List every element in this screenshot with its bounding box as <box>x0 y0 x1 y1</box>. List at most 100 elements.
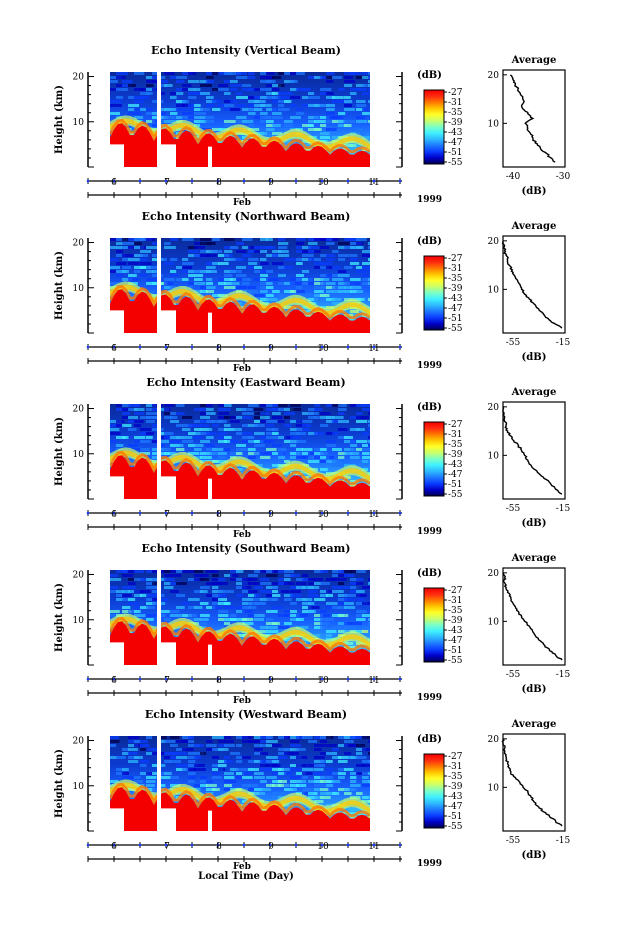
colorbar-tick: -55 <box>448 822 463 832</box>
x-tick-label: 9 <box>268 676 274 686</box>
avg-x-tick: -15 <box>556 670 571 680</box>
x-tick-label: 8 <box>216 510 222 520</box>
colorbar-tick: -35 <box>448 606 463 616</box>
panel-3: Echo Intensity (Southward Beam) 20 10 Heigh… <box>54 542 571 706</box>
avg-x-tick: -15 <box>556 504 571 514</box>
y-axis-label: Height (km) <box>54 85 65 154</box>
x-tick-label: 8 <box>216 676 222 686</box>
avg-x-label: (dB) <box>522 186 547 197</box>
avg-x-tick: -30 <box>556 172 571 182</box>
panel-2: Echo Intensity (Eastward Beam) 20 10 Height… <box>54 376 571 540</box>
colorbar-tick: -43 <box>448 294 463 304</box>
x-month-label: Feb <box>233 198 251 208</box>
colorbar-tick: -31 <box>448 430 463 440</box>
x-tick-label: 6 <box>111 510 117 520</box>
colorbar-tick: -27 <box>448 88 463 98</box>
x-tick-label: 8 <box>216 344 222 354</box>
x-month-label: Feb <box>233 364 251 374</box>
x-tick-label: 9 <box>268 510 274 520</box>
colorbar-tick: -27 <box>448 752 463 762</box>
colorbar <box>423 421 445 497</box>
x-tick-label: 11 <box>368 178 379 188</box>
y-axis-label: Height (km) <box>54 417 65 486</box>
x-tick-label: 7 <box>164 676 170 686</box>
x-tick-label: 7 <box>164 842 170 852</box>
panel-title: Echo Intensity (Eastward Beam) <box>146 376 345 389</box>
avg-frame <box>502 69 566 168</box>
x-tick-label: 6 <box>111 676 117 686</box>
x-year-label: 1999 <box>417 527 442 537</box>
colorbar-tick: -51 <box>448 148 463 158</box>
colorbar-tick: -47 <box>448 636 463 646</box>
colorbar-tick: -39 <box>448 616 463 626</box>
avg-x-label: (dB) <box>522 684 547 695</box>
x-tick-label: 6 <box>111 842 117 852</box>
colorbar-tick: -43 <box>448 128 463 138</box>
avg-y-tick: 20 <box>488 569 500 579</box>
avg-title: Average <box>511 55 557 66</box>
panel-title: Echo Intensity (Northward Beam) <box>142 210 351 223</box>
colorbar <box>423 255 445 331</box>
colorbar-tick: -51 <box>448 480 463 490</box>
x-tick-label: 9 <box>268 842 274 852</box>
avg-profile-line <box>501 738 563 827</box>
colorbar-unit: (dB) <box>417 568 442 579</box>
avg-frame <box>502 733 566 832</box>
panel-1: Echo Intensity (Northward Beam) 20 10 Heigh… <box>54 210 571 374</box>
avg-y-tick: 20 <box>488 71 500 81</box>
panel-title: Echo Intensity (Southward Beam) <box>142 542 351 555</box>
avg-y-tick: 10 <box>488 617 500 627</box>
heatmap <box>110 404 370 499</box>
avg-x-tick: -55 <box>506 504 521 514</box>
colorbar-tick: -47 <box>448 304 463 314</box>
heatmap <box>110 736 370 831</box>
x-tick-label: 10 <box>317 842 329 852</box>
avg-profile-line <box>502 406 563 495</box>
x-tick-label: 10 <box>317 344 329 354</box>
x-year-label: 1999 <box>417 361 442 371</box>
y-tick-label: 20 <box>73 73 85 83</box>
colorbar-tick: -31 <box>448 762 463 772</box>
colorbar-tick: -35 <box>448 772 463 782</box>
x-tick-label: 9 <box>268 344 274 354</box>
colorbar-tick: -31 <box>448 264 463 274</box>
x-tick-label: 10 <box>317 510 329 520</box>
colorbar-tick: -31 <box>448 98 463 108</box>
y-axis-label: Height (km) <box>54 251 65 320</box>
avg-x-tick: -55 <box>506 836 521 846</box>
colorbar-tick: -35 <box>448 108 463 118</box>
x-year-label: 1999 <box>417 195 442 205</box>
x-tick-label: 11 <box>368 842 379 852</box>
avg-y-tick: 20 <box>488 735 500 745</box>
avg-profile-line <box>509 74 556 163</box>
y-axis-label: Height (km) <box>54 583 65 652</box>
y-tick-label: 20 <box>73 239 85 249</box>
colorbar-tick: -39 <box>448 118 463 128</box>
y-tick-label: 10 <box>73 118 85 128</box>
colorbar <box>423 587 445 663</box>
colorbar-tick: -47 <box>448 802 463 812</box>
colorbar-tick: -47 <box>448 138 463 148</box>
colorbar-tick: -55 <box>448 490 463 500</box>
heatmap <box>110 570 370 665</box>
colorbar-tick: -35 <box>448 440 463 450</box>
heatmap <box>110 72 370 167</box>
avg-y-tick: 10 <box>488 285 500 295</box>
colorbar-tick: -27 <box>448 586 463 596</box>
avg-profile-line <box>501 240 563 329</box>
x-month-label: Feb <box>233 530 251 540</box>
x-tick-label: 7 <box>164 344 170 354</box>
y-axis-label: Height (km) <box>54 749 65 818</box>
avg-y-tick: 20 <box>488 403 500 413</box>
y-tick-label: 20 <box>73 405 85 415</box>
colorbar-unit: (dB) <box>417 402 442 413</box>
panel-4: Echo Intensity (Westward Beam) 20 10 Height… <box>54 708 571 872</box>
avg-x-label: (dB) <box>522 850 547 861</box>
avg-profile-line <box>502 572 563 661</box>
avg-x-label: (dB) <box>522 518 547 529</box>
colorbar-tick: -47 <box>448 470 463 480</box>
colorbar-tick: -35 <box>448 274 463 284</box>
avg-title: Average <box>511 387 557 398</box>
x-tick-label: 8 <box>216 178 222 188</box>
x-tick-label: 11 <box>368 510 379 520</box>
